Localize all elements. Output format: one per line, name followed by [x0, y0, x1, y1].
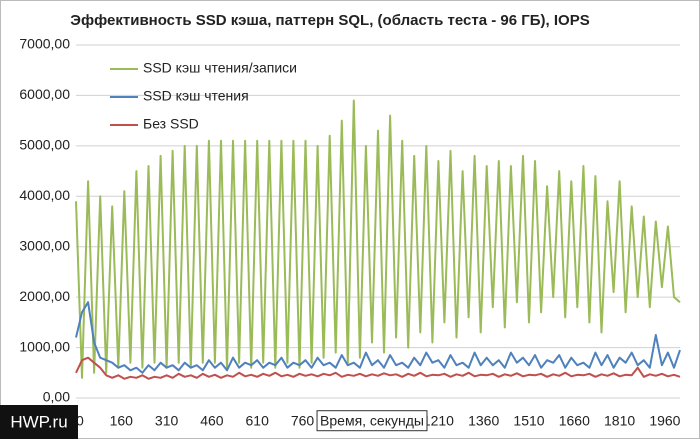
chart-title: Эффективность SSD кэша, паттерн SQL, (об…: [70, 12, 589, 29]
series-line: [75, 301, 681, 374]
legend-label: SSD кэш чтения/записи: [143, 60, 297, 76]
watermark-box: [0, 405, 78, 439]
x-tick-label: 610: [246, 413, 270, 429]
y-tick-label: 2000,00: [19, 288, 70, 304]
y-tick-label: 0,00: [43, 389, 70, 405]
x-tick-label: 1960: [649, 413, 680, 429]
y-tick-label: 7000,00: [19, 36, 70, 52]
x-tick-label: 1810: [604, 413, 635, 429]
series-line: [75, 356, 681, 380]
x-tick-label: 1210: [423, 413, 454, 429]
x-tick-label: 460: [200, 413, 224, 429]
y-tick-label: 3000,00: [19, 237, 70, 253]
y-tick-label: 6000,00: [19, 86, 70, 102]
series-line: [75, 99, 681, 379]
x-tick-label: 160: [110, 413, 134, 429]
x-tick-label: 760: [291, 413, 315, 429]
legend-label: SSD кэш чтения: [143, 88, 249, 104]
x-axis-title-box: [316, 410, 428, 432]
watermark: HWP.ru: [10, 412, 67, 431]
y-tick-label: 1000,00: [19, 338, 70, 354]
y-tick-label: 4000,00: [19, 187, 70, 203]
x-tick-label: 310: [155, 413, 179, 429]
x-axis-title: Время, секунды: [320, 413, 424, 429]
x-tick-label: 1510: [513, 413, 544, 429]
legend-label: Без SSD: [143, 116, 199, 132]
x-tick-label: 1360: [468, 413, 499, 429]
y-tick-label: 5000,00: [19, 137, 70, 153]
x-tick-label: 1660: [559, 413, 590, 429]
